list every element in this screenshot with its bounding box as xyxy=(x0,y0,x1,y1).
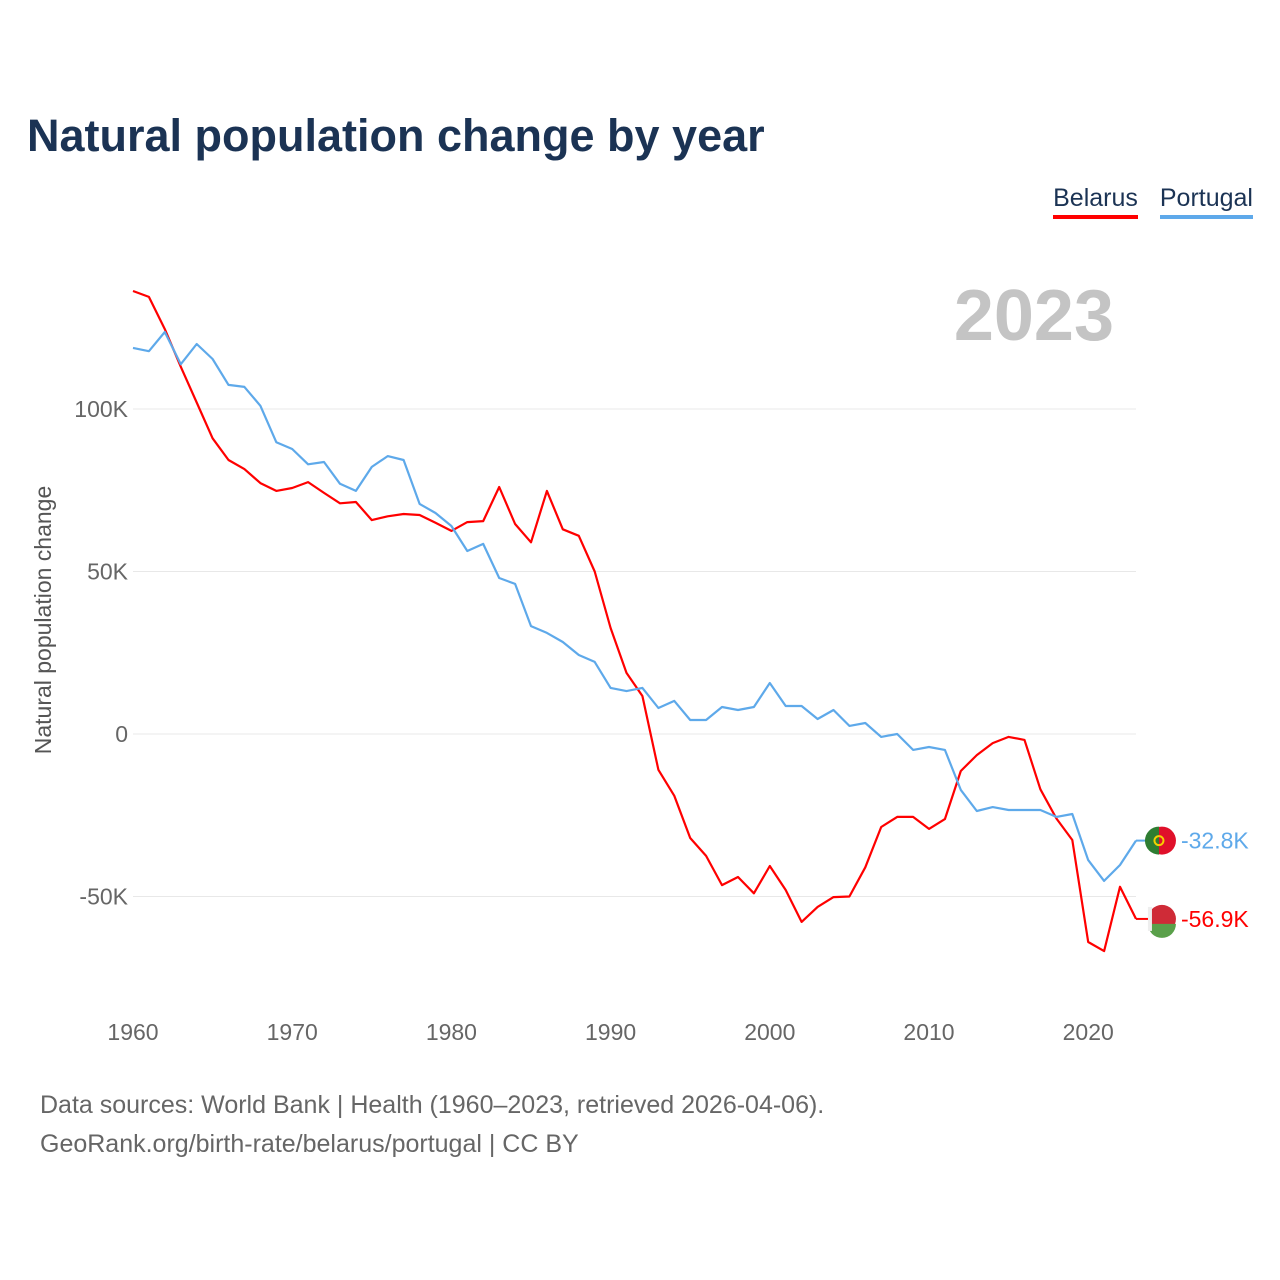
legend: Belarus Portugal xyxy=(1053,184,1253,219)
y-tick-label: 0 xyxy=(115,721,128,747)
chart-title: Natural population change by year xyxy=(27,110,765,161)
data-source-text: Data sources: World Bank | Health (1960–… xyxy=(40,1091,825,1119)
x-tick-label: 2020 xyxy=(1063,1019,1114,1045)
x-tick-label: 2010 xyxy=(903,1019,954,1045)
footer: Data sources: World Bank | Health (1960–… xyxy=(40,1086,824,1164)
portugal-flag-icon xyxy=(1144,826,1176,855)
series-line-belarus[interactable] xyxy=(132,289,1137,953)
year-display: 2023 xyxy=(954,276,1114,356)
x-tick-label: 1990 xyxy=(585,1019,636,1045)
y-axis-label: Natural population change xyxy=(30,486,56,755)
end-value-label: -32.8K xyxy=(1181,828,1249,854)
y-tick-label: 100K xyxy=(74,396,128,422)
legend-item-portugal[interactable]: Portugal xyxy=(1159,184,1253,219)
y-tick-label: -50K xyxy=(79,884,128,910)
x-tick-label: 1980 xyxy=(426,1019,477,1045)
x-tick-label: 1970 xyxy=(267,1019,318,1045)
x-tick-label: 2000 xyxy=(744,1019,795,1045)
legend-item-belarus[interactable]: Belarus xyxy=(1053,184,1138,219)
belarus-flag-icon xyxy=(1147,904,1176,938)
y-tick-label: 50K xyxy=(87,559,129,585)
series-line-portugal[interactable] xyxy=(132,330,1137,883)
x-tick-label: 1960 xyxy=(107,1019,158,1045)
end-value-label: -56.9K xyxy=(1181,906,1249,932)
attribution-link[interactable]: GeoRank.org/birth-rate/belarus/portugal … xyxy=(40,1130,579,1158)
